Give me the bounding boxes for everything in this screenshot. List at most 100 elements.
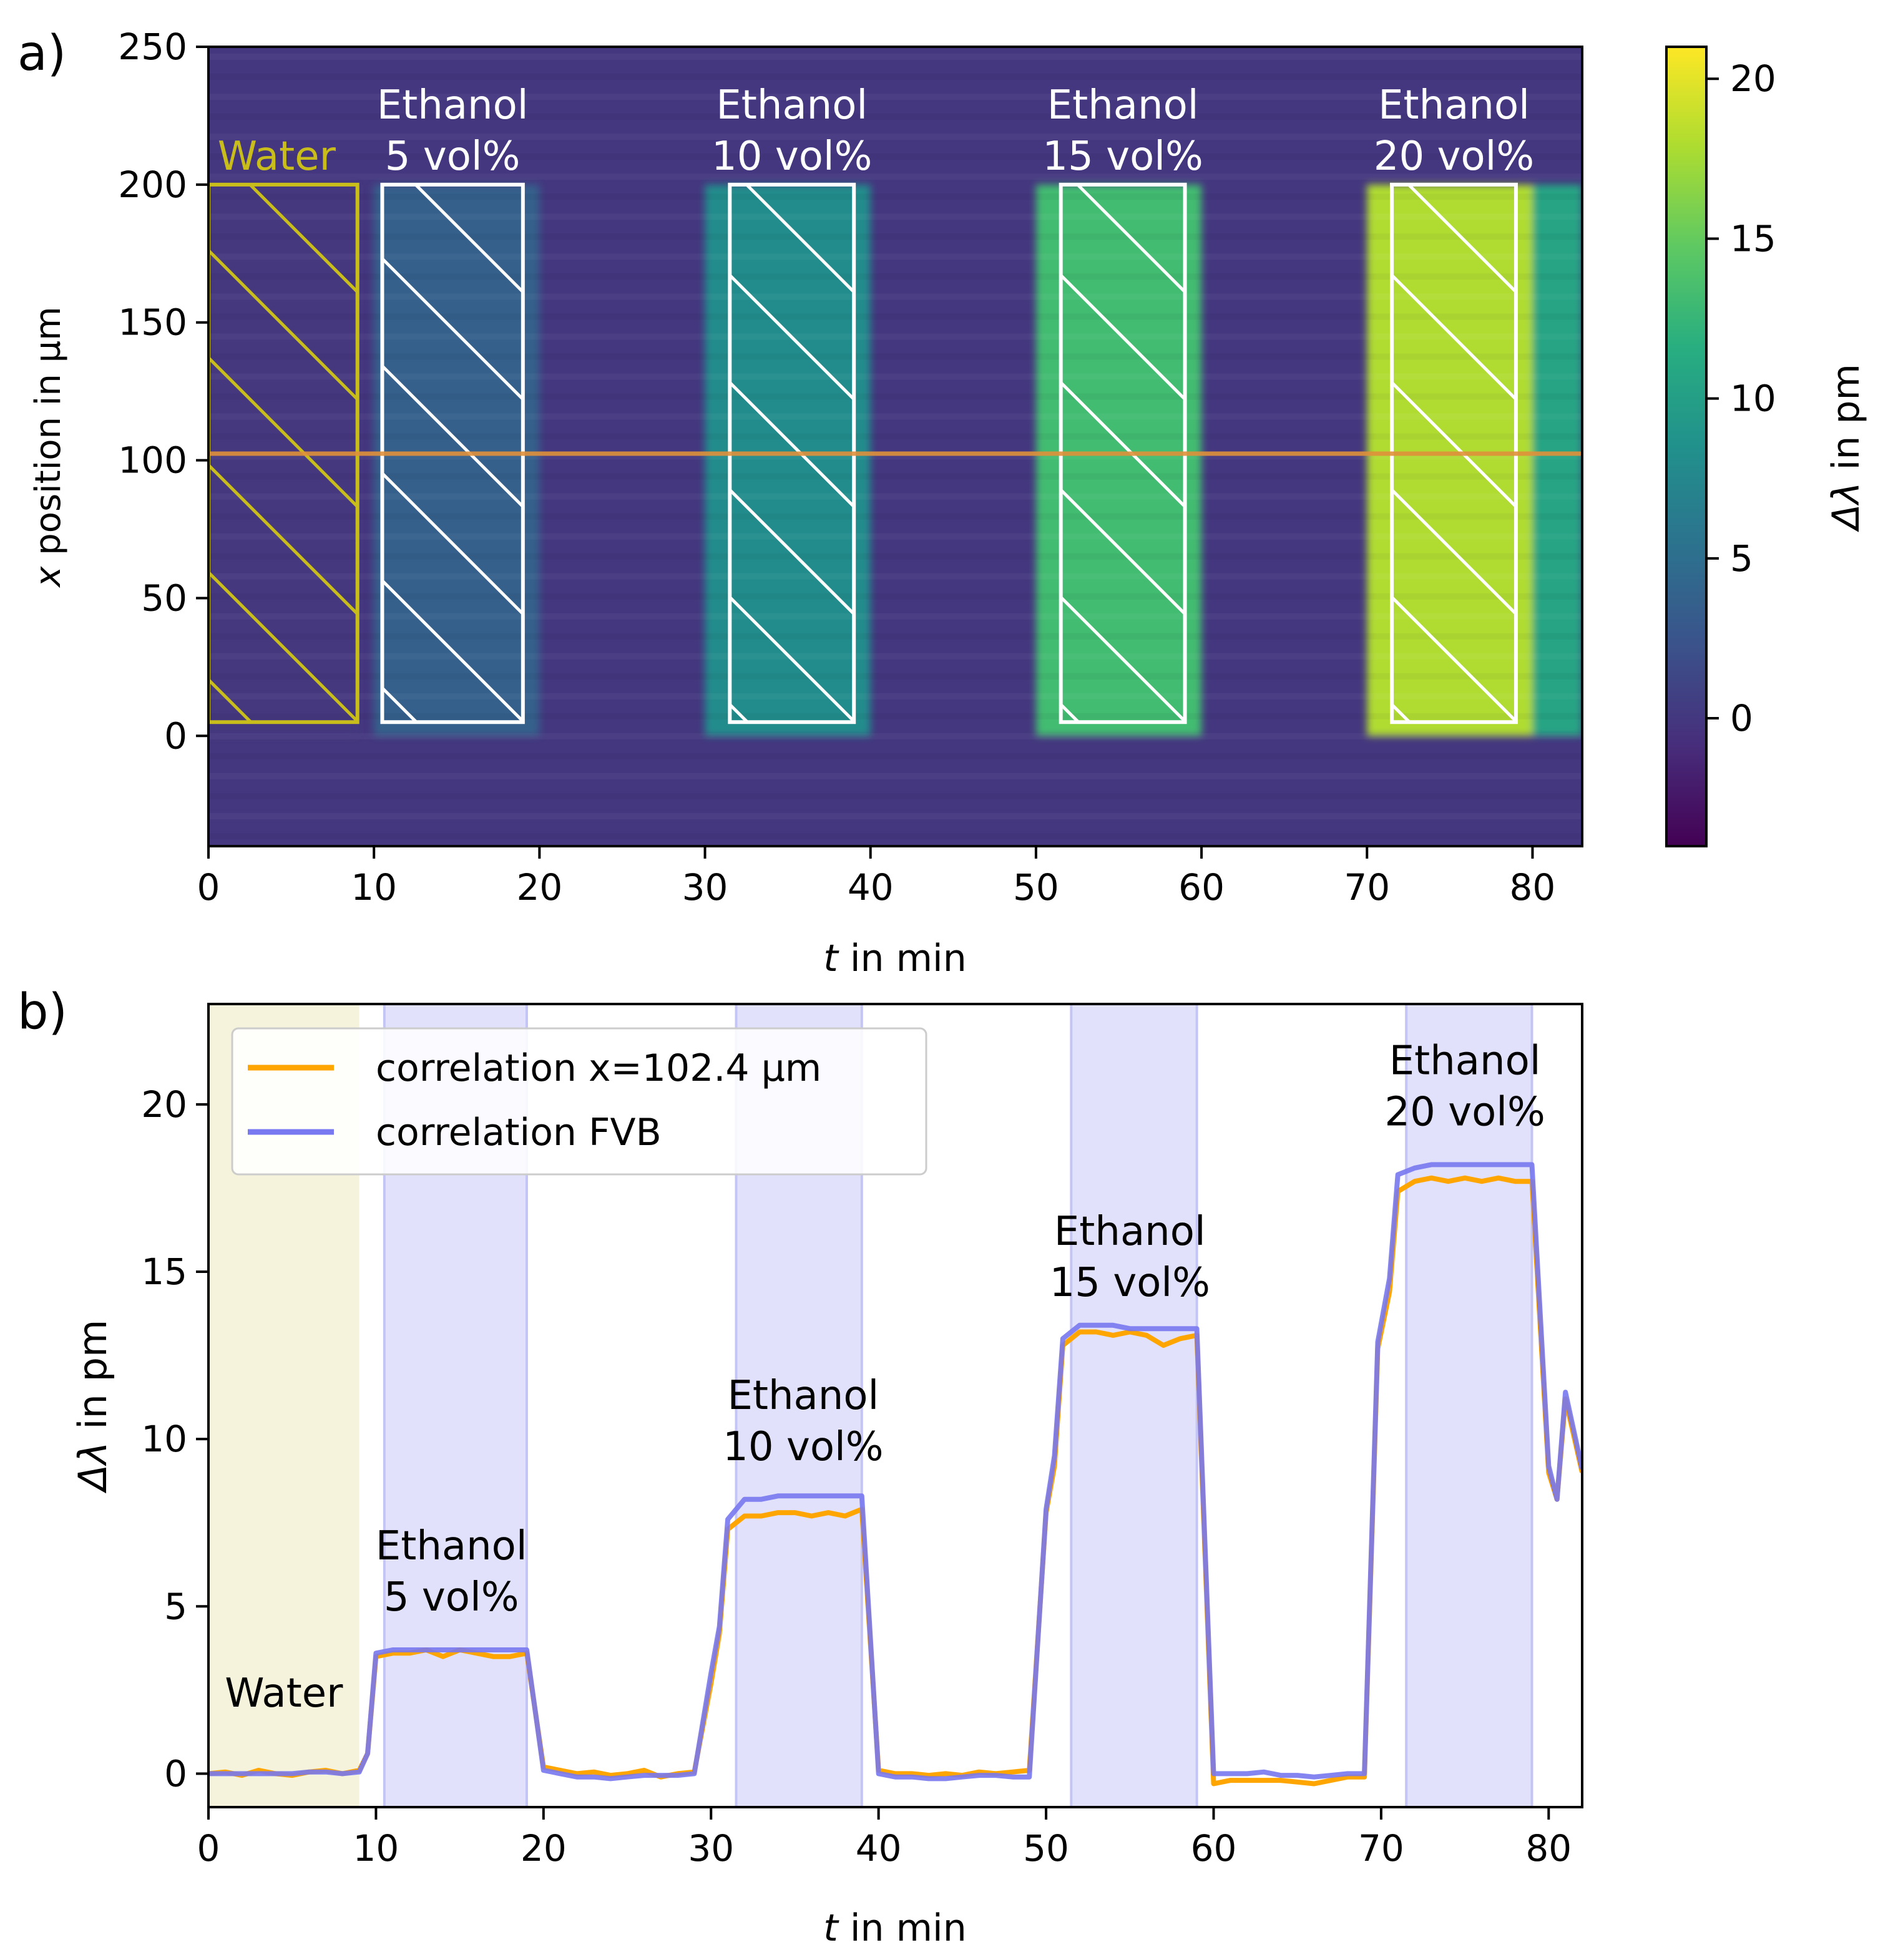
x-tick-label-b: 60	[1191, 1827, 1237, 1870]
hatch-line	[208, 356, 358, 509]
hatch-line	[1060, 274, 1185, 402]
colorbar-tick-label: 20	[1730, 57, 1776, 100]
region-label-line1: Ethanol	[1047, 82, 1199, 129]
legend-entry-blue: correlation FVB	[376, 1111, 662, 1154]
annotation-line2: 20 vol%	[1384, 1090, 1545, 1136]
hatch-line	[1075, 184, 1185, 295]
hatch-line	[1392, 274, 1516, 402]
region-label-line1: Ethanol	[1378, 82, 1530, 129]
region-label-line2: 20 vol%	[1374, 134, 1534, 180]
hatch-line	[744, 184, 854, 295]
x-tick-label-b: 0	[197, 1827, 220, 1870]
region-label: Water	[218, 134, 336, 180]
x-tick-label-a: 0	[197, 866, 220, 909]
colorbar: 0 5 10 15 20 Δλ in pm	[1665, 46, 1868, 847]
hatch-line	[382, 257, 523, 402]
colorbar-tick-label: 5	[1730, 537, 1753, 580]
y-tick-label-b: 5	[164, 1585, 187, 1627]
y-tick-label-a: 250	[118, 26, 187, 68]
x-tick-label-a: 10	[351, 866, 397, 909]
annotation-line1: Ethanol	[1389, 1038, 1541, 1085]
annotation-water: Water	[225, 1670, 343, 1717]
region-hatch	[208, 184, 358, 723]
x-tick-label-b: 40	[856, 1827, 902, 1870]
hatch-line	[1392, 381, 1516, 509]
hatch-line	[208, 571, 358, 723]
annotation-line1: Ethanol	[727, 1373, 879, 1419]
hatch-line	[208, 464, 358, 617]
annotation-line1: Ethanol	[376, 1523, 527, 1569]
colorbar-gradient	[1666, 47, 1706, 846]
x-tick-label-a: 30	[682, 866, 728, 909]
legend-entry-orange: correlation x=102.4 µm	[376, 1046, 821, 1090]
x-tick-label-b: 50	[1023, 1827, 1069, 1870]
hatch-line	[1060, 596, 1185, 723]
highlight-span-ethanol	[1406, 1004, 1532, 1807]
panel-a-label: a)	[17, 26, 66, 82]
y-tick-label-a: 0	[164, 714, 187, 757]
annotation-line1: Ethanol	[1054, 1209, 1206, 1255]
x-tick-label-b: 10	[353, 1827, 399, 1870]
x-tick-label-b: 80	[1525, 1827, 1572, 1870]
x-tick-label-a: 20	[516, 866, 562, 909]
legend: correlation x=102.4 µm correlation FVB	[231, 1027, 927, 1176]
hatch-line	[208, 249, 358, 402]
x-tick-label-a: 50	[1013, 866, 1059, 909]
x-tick-label-b: 30	[688, 1827, 734, 1870]
series-line-blue	[208, 1162, 1582, 1782]
legend-box	[231, 1027, 927, 1176]
y-tick-label-a: 100	[118, 439, 187, 482]
hatch-line	[1392, 596, 1516, 723]
y-tick-label-b: 10	[141, 1418, 187, 1460]
hatch-line	[730, 381, 854, 509]
x-tick-label-b: 70	[1358, 1827, 1404, 1870]
y-tick-label-b: 15	[141, 1251, 187, 1293]
region-label-line1: Ethanol	[716, 82, 868, 129]
x-tick-label-a: 80	[1510, 866, 1556, 909]
region-label-line1: Ethanol	[377, 82, 529, 129]
hatch-line	[1406, 184, 1516, 295]
hatch-line	[730, 274, 854, 402]
colorbar-tick-label: 0	[1730, 697, 1753, 739]
line-chart-frame	[207, 1003, 1583, 1808]
x-tick-label-a: 60	[1178, 866, 1225, 909]
region-label-line2: 5 vol%	[385, 134, 521, 180]
heatmap-plateau-5	[1532, 184, 1582, 736]
hatch-line	[1392, 489, 1516, 617]
region-label-line2: 15 vol%	[1042, 134, 1203, 180]
y-tick-label-a: 150	[118, 301, 187, 344]
annotation-line2: 15 vol%	[1050, 1260, 1210, 1306]
x-tick-label-b: 20	[521, 1827, 567, 1870]
y-axis-label-b: Δλ in pm	[70, 1320, 115, 1494]
colorbar-tick-label: 15	[1730, 217, 1776, 260]
colorbar-tick-label: 10	[1730, 378, 1776, 420]
region-hatch	[1060, 184, 1185, 723]
annotation-line2: 5 vol%	[384, 1574, 519, 1621]
colorbar-frame	[1665, 46, 1708, 847]
hatch-line	[1060, 381, 1185, 509]
colorbar-label: Δλ in pm	[1824, 364, 1868, 532]
x-tick-label-a: 70	[1344, 866, 1390, 909]
hatch-line	[1060, 489, 1185, 617]
x-axis-label-b: t in min	[823, 1906, 967, 1950]
hatch-line	[382, 579, 523, 723]
y-tick-label-b: 20	[141, 1083, 187, 1126]
y-tick-label-a: 200	[118, 163, 187, 206]
hatch-line	[248, 184, 358, 295]
panel-b-line-chart: b) 0 10 20 30 40 50 60 70 80 0 5 10 15 20 Water Ethano…	[17, 984, 1583, 1950]
region-label-line2: 10 vol%	[712, 134, 872, 180]
region-hatch	[730, 184, 854, 723]
hatch-line	[382, 472, 523, 617]
panel-b-label: b)	[17, 984, 67, 1040]
region-hatch	[1392, 184, 1516, 723]
y-tick-label-b: 0	[164, 1752, 187, 1795]
hatch-line	[730, 596, 854, 723]
x-axis-label-a: t in min	[823, 937, 967, 980]
heatmap-frame	[207, 46, 1583, 847]
x-tick-label-a: 40	[848, 866, 894, 909]
highlight-span-ethanol	[1071, 1004, 1197, 1807]
hatch-line	[730, 489, 854, 617]
y-tick-label-a: 50	[141, 577, 187, 619]
